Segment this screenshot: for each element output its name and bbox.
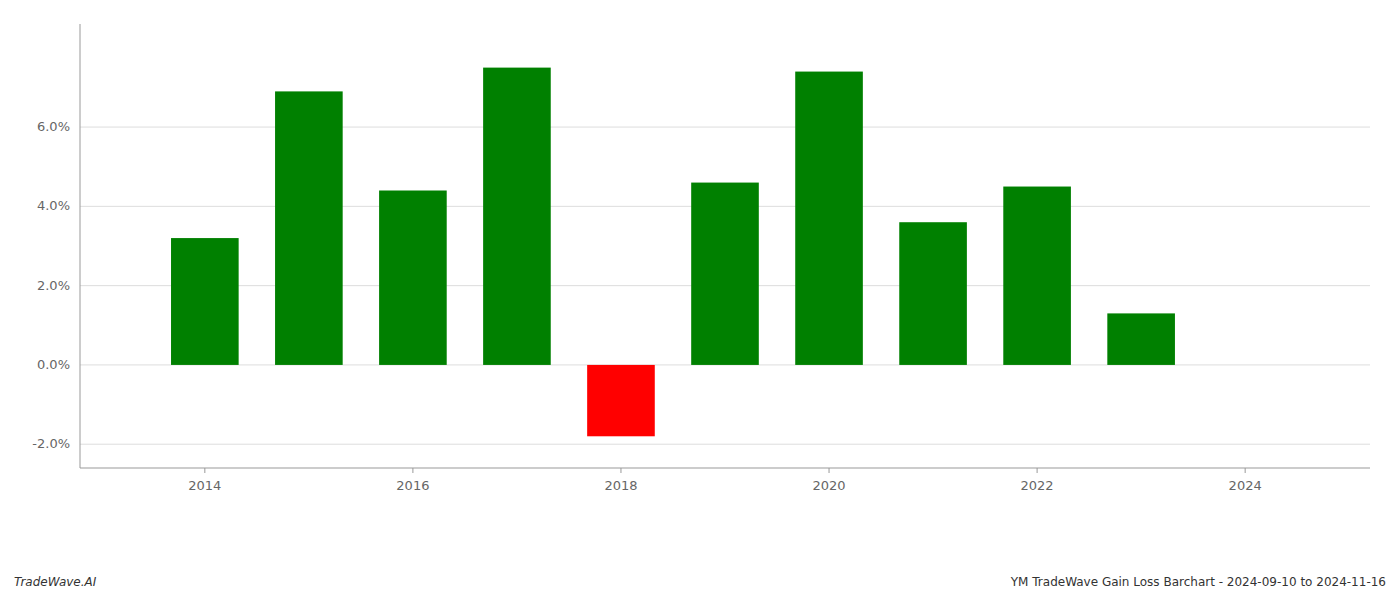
x-tick	[620, 468, 621, 473]
bar	[379, 191, 447, 365]
bar	[275, 91, 343, 365]
x-ticks: 2014 2016 2018 2020 2022 2024	[188, 468, 1261, 493]
y-tick-label: 4.0%	[37, 198, 70, 213]
bar	[587, 365, 655, 436]
y-axis-line	[80, 24, 81, 468]
x-tick	[1037, 468, 1038, 473]
chart-container: -2.0% 0.0% 2.0% 4.0% 6.0% 2014 2016 2018 2020 202…	[0, 0, 1400, 600]
bar	[483, 68, 551, 365]
background	[0, 0, 1400, 600]
grid-line	[80, 127, 1370, 128]
x-tick-label: 2016	[396, 478, 429, 493]
bar	[1107, 313, 1175, 365]
x-axis-line	[80, 468, 1370, 469]
bar	[1003, 187, 1071, 365]
bar	[171, 238, 239, 365]
x-tick	[412, 468, 413, 473]
y-tick-label: 6.0%	[37, 119, 70, 134]
x-tick-label: 2020	[812, 478, 845, 493]
y-tick-label: -2.0%	[32, 436, 70, 451]
y-grid	[80, 127, 1370, 444]
x-tick	[204, 468, 205, 473]
grid-line	[80, 444, 1370, 445]
annotation: TradeWave.AI	[14, 575, 97, 589]
bar	[691, 183, 759, 365]
y-tick-labels: -2.0% 0.0% 2.0% 4.0% 6.0%	[32, 119, 70, 451]
bars	[171, 68, 1175, 437]
annotation: YM TradeWave Gain Loss Barchart - 2024-0…	[1010, 575, 1386, 589]
y-tick-label: 2.0%	[37, 278, 70, 293]
x-tick-label: 2014	[188, 478, 221, 493]
bar	[899, 222, 967, 365]
x-tick-label: 2024	[1229, 478, 1262, 493]
x-tick	[1245, 468, 1246, 473]
x-tick	[829, 468, 830, 473]
x-tick-label: 2018	[604, 478, 637, 493]
chart-svg: -2.0% 0.0% 2.0% 4.0% 6.0% 2014 2016 2018 2020 202…	[0, 0, 1400, 600]
y-tick-label: 0.0%	[37, 357, 70, 372]
x-tick-label: 2022	[1021, 478, 1054, 493]
bar	[795, 72, 863, 365]
